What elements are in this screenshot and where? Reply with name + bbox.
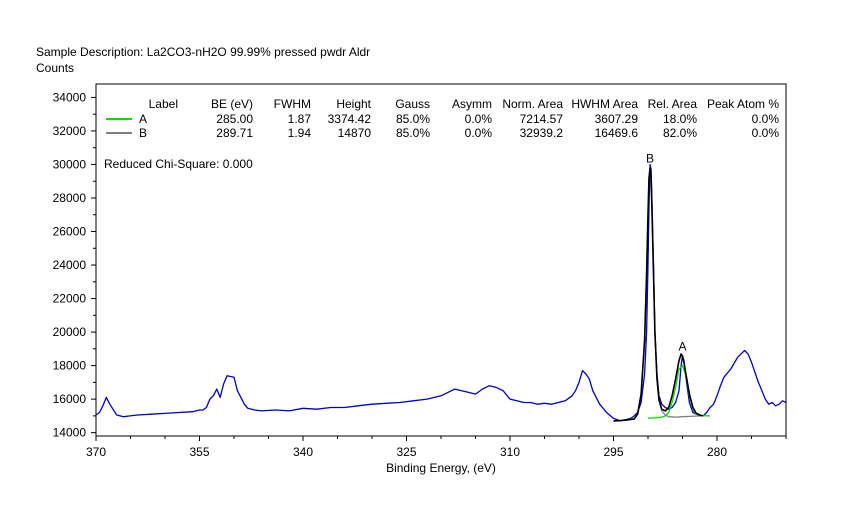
table-cell: 0.0% [465, 126, 493, 140]
table-cell: 0.0% [752, 112, 780, 126]
series-layer [95, 163, 787, 422]
legend-label: A [139, 112, 147, 126]
y-tick-label: 26000 [53, 225, 87, 239]
table-header: Norm. Area [502, 97, 563, 111]
peak-markers: BA [646, 151, 687, 353]
x-tick-label: 310 [500, 445, 520, 459]
table-header: BE (eV) [211, 97, 253, 111]
table-cell: 3374.42 [328, 112, 372, 126]
table-cell: 18.0% [663, 112, 697, 126]
table-cell: 85.0% [396, 112, 430, 126]
table-cell: 7214.57 [520, 112, 564, 126]
y-tick-label: 16000 [53, 392, 87, 406]
sample-description: Sample Description: La2CO3-nH2O 99.99% p… [36, 45, 370, 59]
x-tick-label: 280 [707, 445, 727, 459]
table-cell: 16469.6 [595, 126, 639, 140]
y-tick-label: 24000 [53, 258, 87, 272]
table-cell: 1.94 [288, 126, 312, 140]
y-tick-label: 14000 [53, 426, 87, 440]
table-header: FWHM [274, 97, 311, 111]
table-cell: 285.00 [216, 112, 253, 126]
table-cell: 0.0% [465, 112, 493, 126]
x-tick-label: 325 [396, 445, 416, 459]
x-tick-label: 355 [189, 445, 209, 459]
y-unit-label: Counts [36, 61, 74, 75]
y-tick-label: 22000 [53, 292, 87, 306]
chi-square-label: Reduced Chi-Square: 0.000 [104, 157, 253, 171]
y-tick-label: 20000 [53, 325, 87, 339]
y-tick-label: 34000 [53, 90, 87, 104]
x-tick-label: 340 [293, 445, 313, 459]
y-tick-label: 30000 [53, 157, 87, 171]
y-tick-label: 32000 [53, 124, 87, 138]
legend-label: B [139, 126, 147, 140]
y-axis: 14000 16000 18000 20000 22000 24000 26000 28000… [53, 90, 96, 440]
peak-marker-b: B [646, 151, 654, 165]
table-header: Peak Atom % [707, 97, 779, 111]
table-cell: 82.0% [663, 126, 697, 140]
series-line-envelope [613, 167, 704, 422]
x-tick-label: 295 [603, 445, 623, 459]
table-cell: 3607.29 [595, 112, 639, 126]
table-cell: 14870 [338, 126, 372, 140]
fit-table: Label BE (eV) FWHM Height Gauss Asymm Norm. Ar… [106, 97, 779, 140]
y-tick-label: 18000 [53, 359, 87, 373]
table-header: Label [149, 97, 178, 111]
y-tick-label: 28000 [53, 191, 87, 205]
table-cell: 289.71 [216, 126, 253, 140]
table-cell: 85.0% [396, 126, 430, 140]
series-line-raw-spectrum [95, 163, 787, 422]
table-header: Rel. Area [648, 97, 698, 111]
table-cell: 32939.2 [520, 126, 564, 140]
x-axis-label: Binding Energy, (eV) [386, 461, 496, 475]
table-cell: 0.0% [752, 126, 780, 140]
x-tick-label: 370 [86, 445, 106, 459]
x-axis: 370 355 340 325 310 295 280 [86, 436, 787, 459]
table-header: HWHM Area [571, 97, 638, 111]
peak-marker-a: A [678, 339, 686, 353]
table-header: Gauss [395, 97, 430, 111]
plot-area [95, 83, 787, 437]
table-header: Height [336, 97, 371, 111]
table-cell: 1.87 [288, 112, 312, 126]
table-header: Asymm [452, 97, 492, 111]
